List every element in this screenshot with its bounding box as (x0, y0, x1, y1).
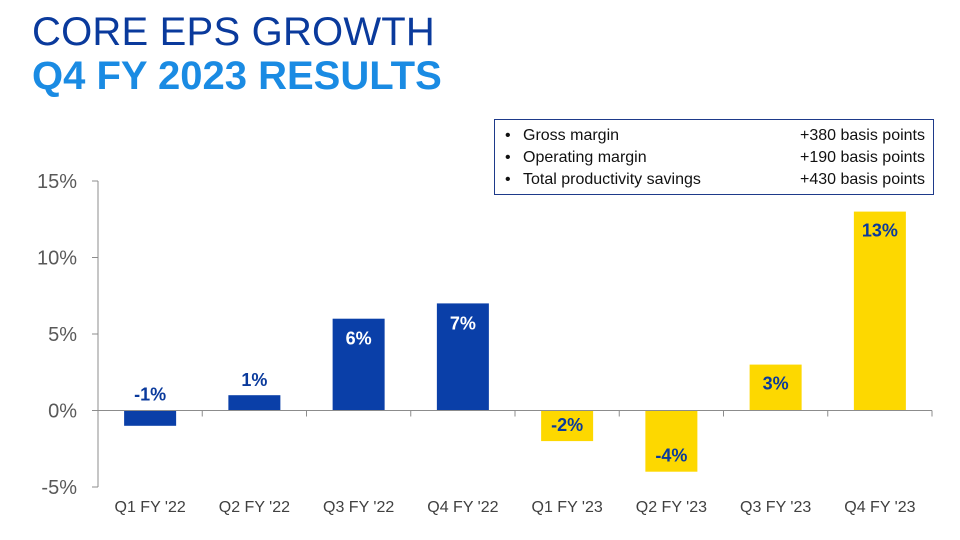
x-tick-label: Q3 FY '22 (323, 499, 394, 516)
data-label: 1% (241, 370, 267, 390)
bar (436, 303, 489, 411)
callout-value: +430 basis points (800, 171, 925, 188)
bar (124, 410, 177, 426)
callout-label: Gross margin (505, 125, 619, 147)
callout-row-gross-margin: Gross margin +380 basis points (505, 125, 925, 147)
callout-row-operating-margin: Operating margin +190 basis points (505, 147, 925, 169)
page-title: CORE EPS GROWTH (32, 10, 436, 54)
x-tick-label: Q2 FY '23 (636, 499, 707, 516)
callout-box: Gross margin +380 basis points Operating… (494, 119, 934, 195)
y-tick-label: -5% (41, 477, 77, 499)
bar (853, 211, 906, 411)
callout-label: Total productivity savings (505, 169, 701, 191)
callout-value: +190 basis points (800, 149, 925, 166)
page-subtitle: Q4 FY 2023 RESULTS (32, 54, 442, 98)
x-tick-label: Q3 FY '23 (740, 499, 811, 516)
y-tick-label: 5% (48, 324, 77, 346)
x-tick-label: Q2 FY '22 (219, 499, 290, 516)
data-label: 6% (346, 329, 372, 349)
callout-label: Operating margin (505, 147, 647, 169)
data-label: -1% (134, 385, 166, 405)
callout-value: +380 basis points (800, 127, 925, 144)
bar (332, 318, 385, 411)
data-label: 7% (450, 313, 476, 333)
bar (228, 395, 281, 411)
y-tick-label: 0% (48, 401, 77, 423)
data-label: 3% (763, 374, 789, 394)
data-label: -4% (655, 446, 687, 466)
y-tick-label: 10% (37, 248, 77, 270)
x-tick-label: Q4 FY '22 (427, 499, 498, 516)
y-tick-label: 15% (37, 171, 77, 193)
callout-row-productivity-savings: Total productivity savings +430 basis po… (505, 169, 925, 191)
data-label: -2% (551, 415, 583, 435)
data-label: 13% (862, 221, 898, 241)
x-tick-label: Q4 FY '23 (844, 499, 915, 516)
x-tick-label: Q1 FY '22 (115, 499, 186, 516)
bar (749, 364, 802, 411)
bar (645, 410, 698, 472)
x-tick-label: Q1 FY '23 (532, 499, 603, 516)
bar (541, 410, 594, 442)
